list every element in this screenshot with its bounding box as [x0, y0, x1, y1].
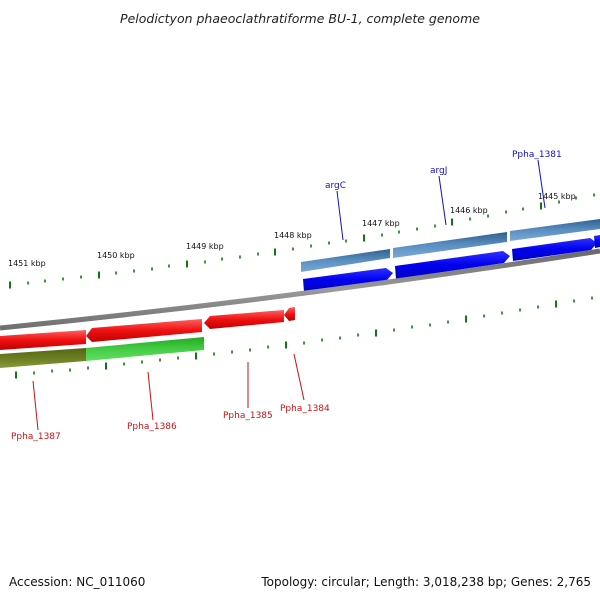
ruler-label-1447: 1447 kbp: [362, 219, 400, 228]
ruler-label-1445: 1445 kbp: [538, 192, 576, 201]
ruler-label-1446: 1446 kbp: [450, 206, 488, 215]
gene-band-ppha1387: [0, 348, 86, 368]
accession-text: Accession: NC_011060: [9, 575, 145, 589]
gene-band-argJ: [393, 232, 507, 258]
genome-stats-text: Topology: circular; Length: 3,018,238 bp…: [260, 575, 591, 589]
ruler-ticks-upper: [9, 193, 595, 289]
map-title: Pelodictyon phaeoclathratiforme BU-1, co…: [120, 11, 480, 26]
cds-arrow-ppha1387: [0, 330, 86, 350]
forward-gene-labels: argC argJ Ppha_1381: [325, 150, 562, 241]
gene-label-ppha1386[interactable]: Ppha_1386: [127, 422, 177, 432]
leader-line-ppha1386: [147, 371, 154, 421]
ruler-label-1451: 1451 kbp: [8, 259, 46, 268]
gene-label-ppha1384[interactable]: Ppha_1384: [280, 404, 330, 414]
ruler-label-1450: 1450 kbp: [97, 251, 135, 260]
gene-label-ppha1385[interactable]: Ppha_1385: [223, 411, 273, 421]
cds-arrow-next: [594, 235, 600, 248]
leader-line-ppha1381: [537, 159, 546, 209]
reverse-gene-band: [0, 337, 204, 368]
ruler-label-1448: 1448 kbp: [274, 231, 312, 240]
gene-label-ppha1381[interactable]: Ppha_1381: [512, 150, 562, 160]
cds-arrow-ppha1384: [284, 307, 295, 321]
leader-line-argJ: [438, 175, 447, 226]
ruler-label-1449: 1449 kbp: [186, 242, 224, 251]
gene-band-ppha1386: [86, 337, 204, 361]
cds-arrow-argC: [303, 268, 393, 292]
ruler-labels: 1451 kbp 1450 kbp 1449 kbp 1448 kbp 1447…: [8, 192, 576, 268]
forward-gene-band: [301, 219, 600, 272]
leader-line-argC: [336, 190, 344, 241]
reverse-cds-arrows: [0, 307, 295, 350]
gene-label-argC[interactable]: argC: [325, 181, 346, 191]
forward-cds-arrows: [303, 235, 600, 292]
leader-line-ppha1387: [32, 380, 39, 431]
gene-label-argJ[interactable]: argJ: [430, 166, 447, 176]
gene-band-ppha1381: [510, 219, 600, 241]
cds-arrow-ppha1386: [86, 319, 202, 342]
cds-arrow-ppha1381: [512, 238, 597, 261]
reverse-gene-labels: Ppha_1387 Ppha_1386 Ppha_1385 Ppha_1384: [11, 353, 330, 442]
leader-line-ppha1384: [293, 353, 305, 401]
gene-label-ppha1387[interactable]: Ppha_1387: [11, 432, 61, 442]
cds-arrow-ppha1385: [204, 310, 284, 329]
cds-arrow-argJ: [395, 251, 510, 279]
gene-band-argC: [301, 249, 390, 272]
genome-backbone: [0, 248, 600, 331]
ruler-ticks-lower: [15, 296, 593, 379]
